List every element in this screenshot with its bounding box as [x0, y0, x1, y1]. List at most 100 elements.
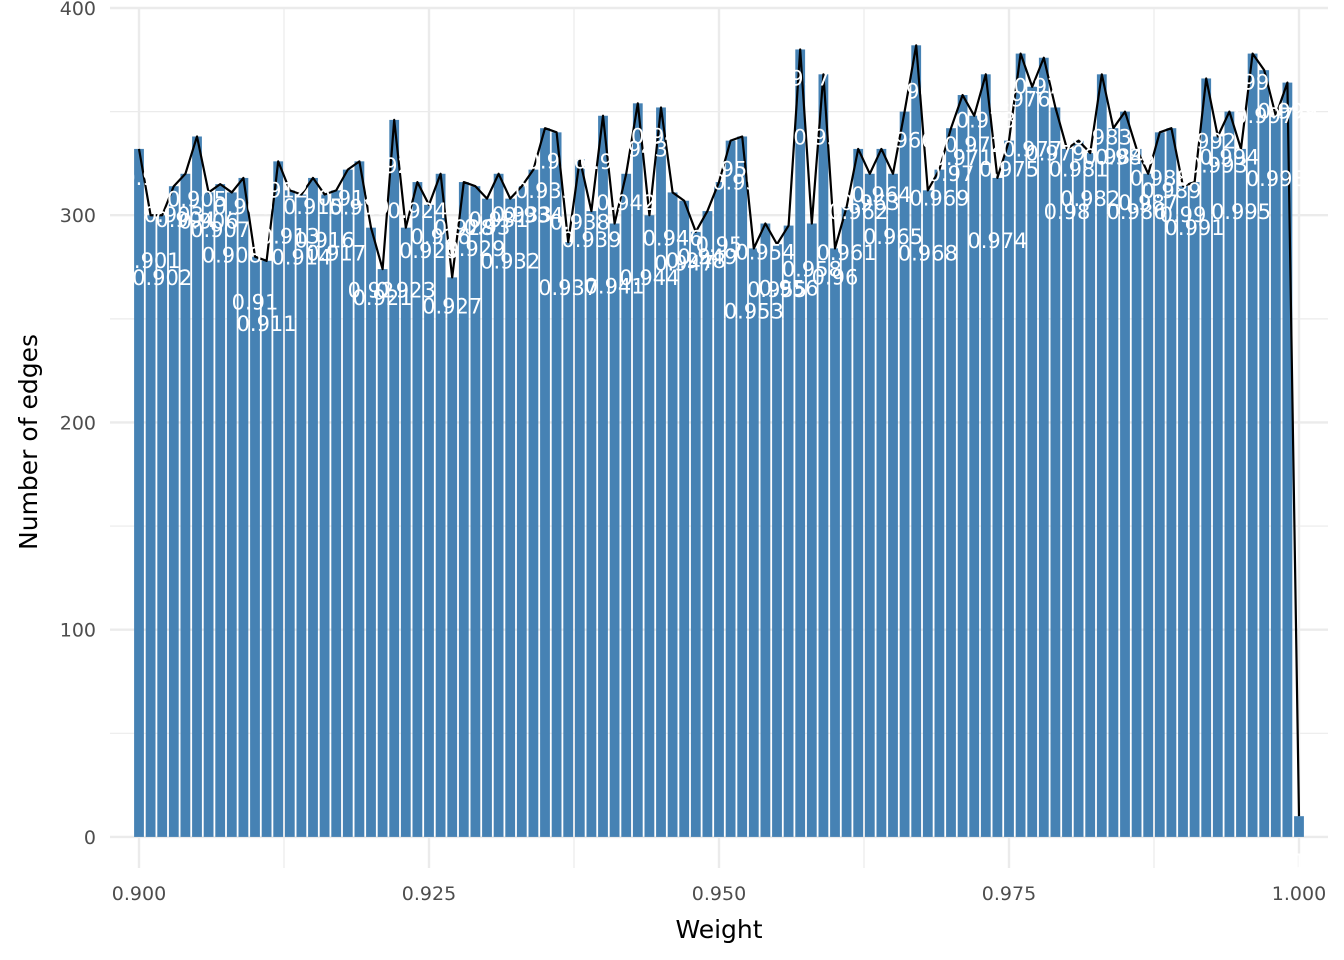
bar-weight-label: 0.959 — [793, 125, 853, 149]
bar-weight-label: 0.933 — [492, 203, 552, 227]
bar-weight-label: 0.936 — [527, 149, 587, 173]
histogram-bar — [505, 198, 516, 837]
bar-weight-label: 0.955 — [747, 278, 807, 302]
histogram-bar — [145, 215, 156, 837]
x-tick-label: 1.000 — [1272, 883, 1326, 905]
histogram-bar — [667, 192, 678, 837]
bar-weight-label: 0.963 — [840, 191, 900, 215]
bar-weight-label: 0.93 — [464, 216, 511, 240]
bar-weight-label: 0.981 — [1049, 158, 1109, 182]
histogram-bar — [748, 248, 759, 837]
histogram-bar — [157, 215, 168, 837]
bar-weight-label: 0.949 — [677, 245, 737, 269]
histogram-bar — [1131, 148, 1142, 837]
histogram-bar — [226, 192, 237, 837]
histogram-bar — [946, 128, 956, 837]
histogram-bar — [1096, 74, 1107, 837]
bar-weight-label: 0.991 — [1165, 216, 1225, 240]
bar-weight-label: 0.968 — [898, 241, 958, 265]
histogram-bar — [1294, 816, 1304, 837]
x-axis-title: Weight — [675, 915, 762, 944]
frequency-line-layer — [137, 44, 1301, 817]
histogram-bar — [482, 198, 492, 837]
histogram-bar — [470, 186, 481, 837]
bar-weight-label: 0.947 — [654, 252, 714, 276]
bar-weight-label: 0.902 — [132, 266, 192, 290]
histogram-bar — [528, 169, 539, 837]
bar-weight-label: 0.919 — [329, 195, 389, 219]
bar-weight-label: 0.976 — [991, 88, 1051, 112]
bar-weight-label: 0.987 — [1118, 191, 1178, 215]
histogram-bar — [516, 186, 527, 837]
bar-weight-label: 0.971 — [933, 146, 993, 170]
histogram-bar — [354, 161, 365, 837]
histogram-bar — [806, 223, 817, 837]
bar-weight-label: 0.946 — [643, 226, 703, 250]
histogram-bar — [1143, 173, 1154, 837]
bar-weight-label: 0.918 — [318, 187, 378, 211]
bar-value-labels: 0.90.9010.9020.9030.9040.9050.9060.9070.… — [121, 66, 1318, 874]
bar-weight-label: 0.937 — [538, 276, 598, 300]
bar-weight-label: 0.917 — [306, 241, 366, 265]
bar-weight-label: 0.924 — [387, 199, 447, 223]
histogram-bar — [632, 103, 643, 837]
bar-weight-label: 0.995 — [1211, 200, 1271, 224]
histogram-bar — [308, 177, 318, 837]
histogram-bar — [1108, 128, 1119, 837]
x-tick-label: 0.925 — [402, 883, 456, 905]
bar-weight-label: 0.962 — [828, 200, 888, 224]
histogram-bar — [1178, 186, 1188, 837]
bar-weight-label: 0.911 — [237, 312, 297, 336]
bar-weight-label: 0.931 — [469, 208, 529, 232]
histogram-bar — [1282, 82, 1293, 837]
bar-weight-label: 0.926 — [411, 225, 471, 249]
bar-weight-label: 0.961 — [817, 241, 877, 265]
histogram-bar — [621, 173, 632, 837]
bar-weight-label: 0.975 — [979, 158, 1039, 182]
bar-weight-label: 0.914 — [271, 246, 331, 270]
histogram-bar — [1004, 140, 1014, 837]
bar-weight-label: 0.98 — [1044, 200, 1091, 224]
histogram-bar — [1189, 182, 1200, 837]
histogram-bar — [772, 244, 782, 837]
histogram-bar — [342, 169, 353, 837]
histogram-bar — [841, 206, 852, 837]
bar-weight-label: 0.916 — [295, 229, 355, 253]
histogram-bar — [540, 128, 550, 837]
bar-weight-label: 0.929 — [445, 237, 505, 261]
y-tick-label: 100 — [60, 620, 96, 642]
bar-weight-label: 0.913 — [260, 224, 320, 248]
bar-weight-label: 0.904 — [155, 208, 215, 232]
histogram-bar — [296, 194, 307, 837]
histogram-bar — [273, 161, 284, 837]
y-tick-label: 300 — [60, 205, 96, 227]
histogram-bar — [969, 115, 980, 837]
histogram-bar — [911, 45, 922, 837]
histogram-bar — [574, 159, 585, 837]
bar-weight-label: 0.982 — [1060, 187, 1120, 211]
histogram-bar — [818, 74, 829, 837]
bar-weight-label: 0.972 — [944, 133, 1004, 157]
histogram-bar — [551, 132, 562, 837]
bars — [134, 45, 1304, 837]
bar-weight-label: 0.901 — [121, 249, 181, 273]
histogram-bar — [980, 74, 991, 837]
histogram-bar — [1073, 140, 1084, 837]
bar-weight-label: 0.915 — [283, 195, 343, 219]
histogram-bar — [609, 223, 620, 837]
histogram-bar — [1259, 70, 1270, 837]
histogram-bar — [1212, 136, 1223, 837]
bar-weight-label: 0.993 — [1188, 153, 1248, 177]
histogram-bar — [1270, 115, 1281, 837]
bar-weight-label: 0.984 — [1083, 145, 1143, 169]
histogram-bar — [389, 119, 400, 837]
histogram-bar — [598, 115, 608, 837]
histogram-bar — [319, 194, 330, 837]
bar-weight-label: 0.909 — [213, 195, 273, 219]
axis-ticks: 0 100 200 300 400 0.900 0.925 0.950 0.975 1.000 — [60, 0, 1326, 905]
bar-weight-label: 0.964 — [851, 183, 911, 207]
histogram-bar — [830, 248, 840, 837]
bar-weight-label: 0.948 — [666, 249, 726, 273]
histogram-bar — [1201, 78, 1212, 837]
